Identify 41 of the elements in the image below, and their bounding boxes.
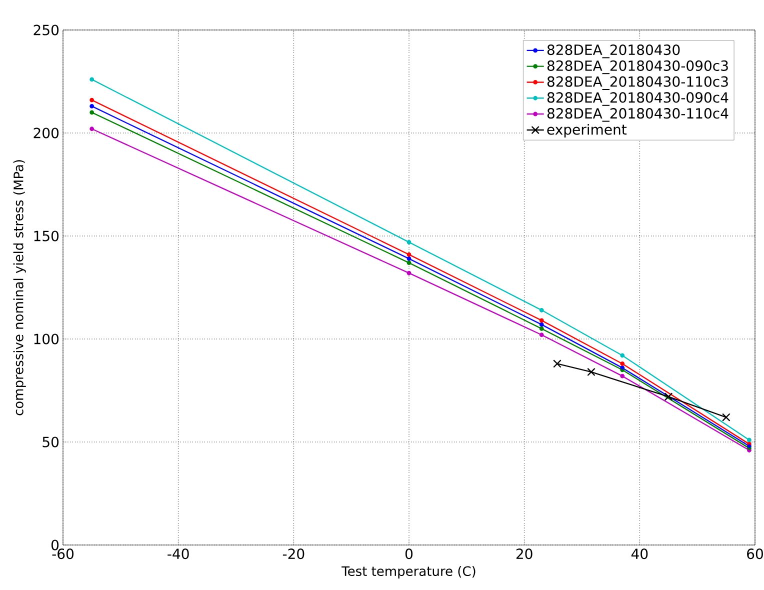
- y-tick-label: 0: [51, 540, 59, 550]
- x-tick-label: 60: [747, 548, 763, 560]
- y-tick-label: 100: [34, 334, 59, 344]
- point: [90, 110, 94, 115]
- legend-label: 828DEA_20180430-110c3: [547, 76, 728, 90]
- x-axis-title: Test temperature (C): [342, 566, 476, 579]
- point: [90, 98, 94, 102]
- point: [539, 326, 544, 331]
- point: [620, 362, 625, 366]
- x-tick-label: -20: [282, 548, 304, 560]
- y-axis-title: compressive nominal yield stress (MPa): [13, 160, 26, 416]
- point: [90, 77, 94, 82]
- x-tick-label: 0: [405, 548, 413, 560]
- x-tick-label: -40: [168, 548, 189, 560]
- point: [587, 368, 596, 376]
- legend-label: 828DEA_20180430-110c4: [547, 108, 728, 122]
- x-tick-label: -60: [52, 548, 74, 560]
- x-tick-label: 40: [631, 548, 648, 560]
- y-tick-label: 50: [42, 436, 59, 448]
- x-tick-label: 20: [516, 548, 532, 560]
- point: [620, 374, 625, 378]
- legend-label: experiment: [547, 124, 627, 138]
- point: [406, 240, 412, 244]
- y-tick-label: 250: [34, 24, 59, 36]
- point: [539, 322, 544, 327]
- point: [406, 260, 412, 265]
- point: [539, 308, 544, 312]
- point: [90, 104, 94, 108]
- point: [539, 318, 544, 323]
- point: [539, 332, 544, 338]
- point: [722, 413, 730, 422]
- y-tick-label: 150: [34, 230, 59, 242]
- point: [747, 438, 752, 442]
- point: [90, 126, 94, 132]
- legend-label: 828DEA_20180430-090c4: [547, 92, 728, 106]
- legend-label: 828DEA_20180430: [547, 44, 680, 58]
- point: [664, 392, 673, 401]
- point: [553, 360, 562, 368]
- legend-label: 828DEA_20180430-090c3: [547, 60, 728, 74]
- y-tick-label: 200: [34, 128, 59, 138]
- point: [620, 353, 625, 358]
